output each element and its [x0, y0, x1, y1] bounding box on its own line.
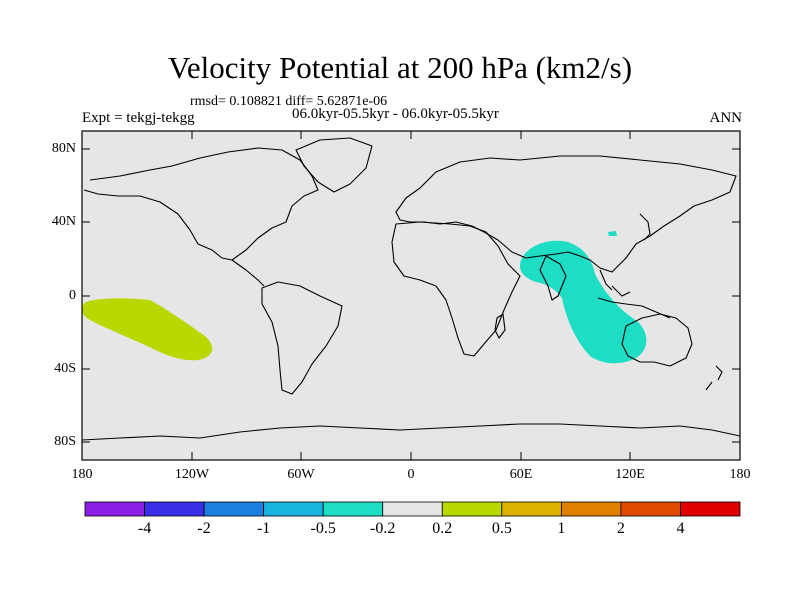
colorbar-label-8: 2: [616, 520, 625, 537]
lon-label-180w: 180: [71, 467, 93, 482]
map-title: Velocity Potential at 200 hPa (km2/s): [167, 50, 633, 85]
map-background: [82, 131, 740, 460]
colorbar-swatch-2: [203, 501, 265, 517]
colorbar-label-5: 0.2: [432, 520, 453, 537]
lat-label-40n: 40N: [51, 214, 76, 229]
axis-ticks: [81, 131, 741, 460]
coastlines: [82, 137, 740, 441]
india-coast: [539, 255, 567, 301]
colorbar: [84, 501, 741, 517]
indonesia-coast: [597, 269, 671, 319]
colorbar-label-7: 1: [557, 520, 566, 537]
central-pacific-positive-anomaly: [82, 298, 213, 361]
colorbar-swatch-1: [144, 501, 205, 517]
australia-coast: [621, 313, 693, 367]
madagascar-coast: [494, 313, 506, 339]
indian-ocean-negative-anomaly: [519, 240, 647, 364]
east-china-sea-anomaly-spot: [608, 231, 617, 236]
lon-label-120e: 120E: [615, 467, 645, 482]
colorbar-swatch-0: [84, 501, 145, 517]
lat-label-80s: 80S: [54, 434, 76, 449]
antarctica-coast: [82, 423, 740, 441]
greenland-coast: [295, 137, 373, 193]
colorbar-swatch-4: [322, 501, 384, 517]
colorbar-label-6: 0.5: [491, 520, 512, 537]
colorbar-label-2: -1: [256, 520, 271, 537]
colorbar-swatch-5: [382, 501, 443, 517]
lon-label-60e: 60E: [509, 467, 533, 482]
south-america-coast: [261, 281, 343, 395]
stats-line: rmsd= 0.108821 diff= 5.62871e-06: [190, 94, 388, 109]
lat-label-40s: 40S: [54, 361, 76, 376]
africa-coast: [391, 221, 521, 357]
colorbar-swatch-9: [620, 501, 681, 517]
north-america-coast: [83, 147, 319, 261]
lat-label-0: 0: [69, 288, 76, 303]
lon-label-120w: 120W: [174, 467, 210, 482]
colorbar-label-4: -0.2: [370, 520, 396, 537]
lon-label-60w: 60W: [287, 467, 315, 482]
colorbar-label-3: -0.5: [310, 520, 336, 537]
lat-label-80n: 80N: [51, 141, 76, 156]
colorbar-swatch-7: [501, 501, 562, 517]
season-label: ANN: [709, 110, 743, 126]
new-zealand-coast: [705, 365, 723, 391]
japan-coast: [639, 213, 651, 241]
colorbar-swatch-10: [680, 501, 741, 517]
colorbar-label-0: -4: [137, 520, 152, 537]
colorbar-swatch-3: [263, 501, 324, 517]
experiment-label: Expt = tekgj-tekgg: [82, 110, 195, 126]
colorbar-label-1: -2: [197, 520, 211, 537]
lon-label-180e: 180: [729, 467, 751, 482]
colorbar-swatch-8: [560, 501, 622, 517]
colorbar-swatch-6: [441, 501, 503, 517]
lon-label-0: 0: [407, 467, 415, 482]
colorbar-label-9: 4: [676, 520, 685, 537]
period-label: 06.0kyr-05.5kyr - 06.0kyr-05.5kyr: [292, 106, 499, 122]
central-america-coast: [231, 259, 265, 287]
